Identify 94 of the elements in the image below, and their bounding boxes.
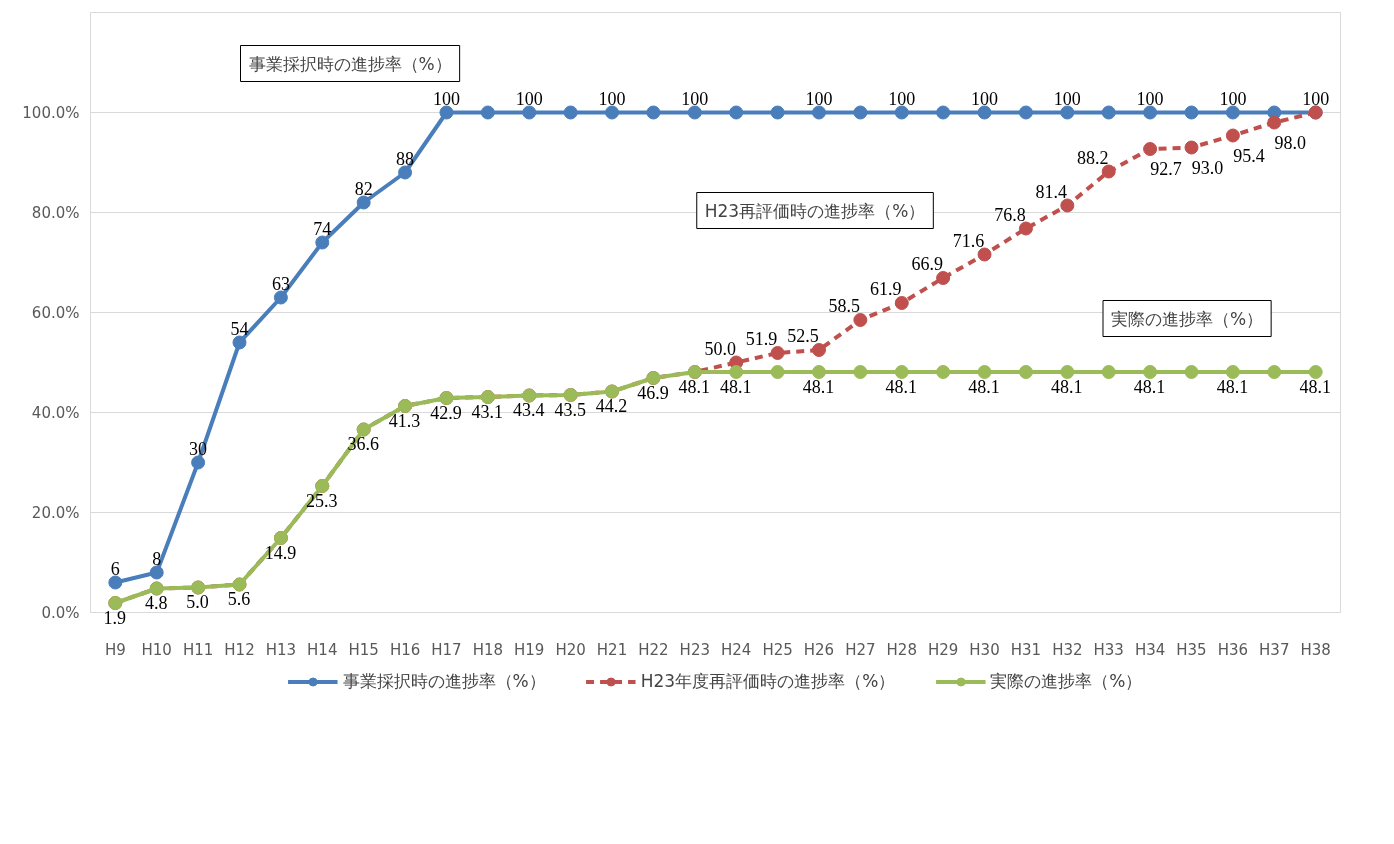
data-label: 4.8 xyxy=(144,593,168,614)
data-label: 100 xyxy=(1053,88,1081,109)
x-tick-label: H27 xyxy=(845,640,876,659)
data-label: 51.9 xyxy=(745,329,778,349)
data-label: 48.1 xyxy=(1133,376,1166,398)
x-tick-label: H32 xyxy=(1052,640,1083,659)
x-tick-label: H20 xyxy=(555,640,586,659)
data-label: 100 xyxy=(1136,88,1164,109)
x-tick-label: H26 xyxy=(803,640,835,659)
x-tick-label: H29 xyxy=(927,640,959,659)
x-tick-label: H36 xyxy=(1217,640,1249,659)
x-tick-label: H22 xyxy=(638,640,669,659)
data-label: 74 xyxy=(313,218,332,239)
data-label: 93.0 xyxy=(1191,157,1224,178)
x-tick-label: H30 xyxy=(969,640,1000,659)
x-tick-label: H16 xyxy=(389,640,421,659)
data-label: 92.7 xyxy=(1150,159,1182,179)
data-label: 42.9 xyxy=(430,402,462,424)
data-label: 100 xyxy=(1302,88,1330,109)
x-tick-label: H13 xyxy=(265,640,297,659)
x-tick-label: H17 xyxy=(431,640,462,659)
x-tick-label: H21 xyxy=(596,640,628,659)
data-label: 98.0 xyxy=(1274,132,1307,153)
data-label: 1.9 xyxy=(103,607,127,629)
annotation: 事業採択時の進捗率（%） xyxy=(248,53,452,74)
legend-label: 事業採択時の進捗率（%） xyxy=(342,669,546,693)
data-label: 48.1 xyxy=(1299,376,1331,398)
data-label: 6 xyxy=(110,558,120,579)
x-tick-label: H34 xyxy=(1134,640,1166,659)
x-tick-label: H28 xyxy=(886,640,917,659)
x-tick-label: H31 xyxy=(1010,640,1042,659)
data-label: 52.5 xyxy=(787,326,819,346)
data-label: 48.1 xyxy=(885,376,917,398)
x-tick-label: H9 xyxy=(104,640,126,659)
x-tick-label: H19 xyxy=(514,640,545,659)
x-tick-label: H33 xyxy=(1093,640,1124,659)
annotation: H23再評価時の進捗率（%） xyxy=(704,200,926,221)
data-label: 66.9 xyxy=(911,254,943,274)
data-label: 76.8 xyxy=(994,204,1026,225)
data-label: 100 xyxy=(971,88,999,109)
data-label: 100 xyxy=(888,88,916,109)
data-label: 41.3 xyxy=(388,410,421,432)
x-tick-label: H18 xyxy=(472,640,504,659)
x-tick-label: H23 xyxy=(679,640,710,659)
data-label: 48.1 xyxy=(1216,376,1249,398)
legend-label: 実際の進捗率（%） xyxy=(990,669,1143,693)
data-label: 81.4 xyxy=(1035,181,1068,202)
data-label: 48.1 xyxy=(719,376,752,398)
data-label: 100 xyxy=(805,88,833,109)
x-tick-label: H14 xyxy=(307,640,338,659)
data-label: 5.0 xyxy=(186,592,209,613)
x-tick-label: H11 xyxy=(182,640,214,659)
data-label: 61.9 xyxy=(870,279,902,299)
y-tick-label: 100.0% xyxy=(22,103,80,122)
data-label: 88 xyxy=(396,148,415,169)
x-tick-label: H38 xyxy=(1300,640,1331,659)
y-tick-label: 0.0% xyxy=(41,603,80,622)
legend-label: H23年度再評価時の進捗率（%） xyxy=(640,669,896,693)
data-label: 5.6 xyxy=(227,589,251,610)
data-label: 100 xyxy=(681,88,709,109)
data-label: 82 xyxy=(354,178,373,199)
x-tick-label: H12 xyxy=(224,640,255,659)
data-label: 100 xyxy=(1219,88,1247,109)
y-tick-label: 60.0% xyxy=(31,303,80,322)
data-label: 95.4 xyxy=(1233,145,1265,166)
data-label: 100 xyxy=(598,88,626,109)
data-label: 48.1 xyxy=(1051,376,1083,398)
data-label: 58.5 xyxy=(828,296,861,316)
data-label: 50.0 xyxy=(704,338,736,359)
data-label: 88.2 xyxy=(1076,147,1109,168)
x-tick-label: H24 xyxy=(721,640,752,659)
x-tick-label: H10 xyxy=(141,640,172,659)
data-label: 100 xyxy=(432,88,460,109)
data-label: 48.1 xyxy=(968,376,1000,398)
data-label: 43.1 xyxy=(471,401,504,423)
data-label: 63 xyxy=(271,273,290,294)
x-tick-label: H35 xyxy=(1176,640,1207,659)
data-label: 43.5 xyxy=(554,399,586,421)
annotation: 実際の進捗率（%） xyxy=(1111,308,1264,329)
y-tick-label: 20.0% xyxy=(31,503,80,522)
data-label: 43.4 xyxy=(512,400,545,421)
x-tick-label: H25 xyxy=(762,640,793,659)
data-label: 71.6 xyxy=(952,230,985,251)
y-tick-label: 80.0% xyxy=(31,203,80,222)
x-tick-label: H37 xyxy=(1259,640,1290,659)
data-label: 8 xyxy=(152,548,162,569)
x-tick-label: H15 xyxy=(348,640,379,659)
y-tick-label: 40.0% xyxy=(31,403,80,422)
data-label: 46.9 xyxy=(637,382,669,404)
data-label: 54 xyxy=(230,318,249,339)
data-label: 100 xyxy=(515,88,543,109)
data-label: 44.2 xyxy=(595,396,628,417)
data-label: 48.1 xyxy=(678,376,711,398)
data-label: 48.1 xyxy=(802,376,835,398)
